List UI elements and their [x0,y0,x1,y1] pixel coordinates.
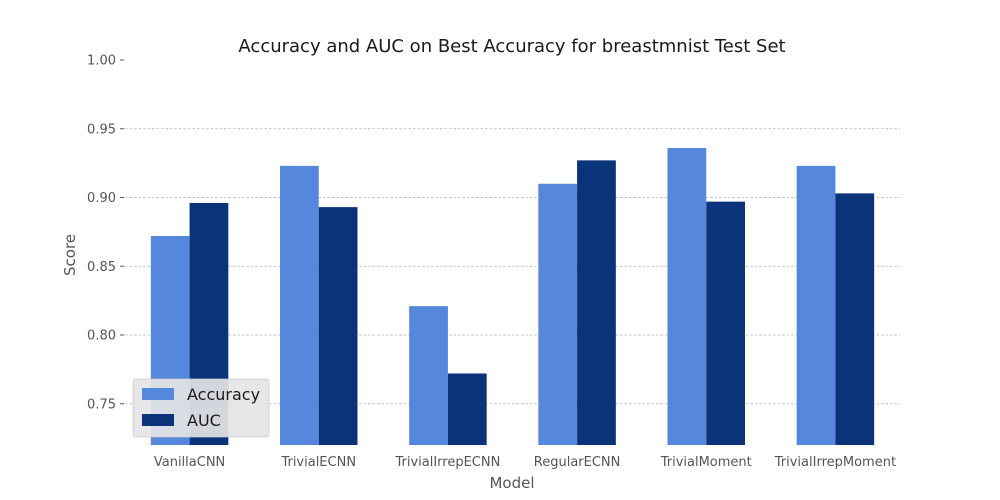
y-tick-label: 0.80 [87,329,116,344]
legend-swatch-auc [142,414,174,426]
y-tick-label: 0.95 [87,122,116,137]
y-tick-label: 0.85 [87,260,116,275]
x-tick-label: TrivialIrrepECNN [394,455,500,470]
bar-accuracy-regularecnn [538,183,578,445]
bar-auc-trivialirrepmoment [835,193,875,445]
y-axis-ticks: 0.75 0.80 0.85 0.90 0.95 1.00 [87,54,124,412]
bar-accuracy-trivialmoment [667,148,707,445]
bar-auc-regularecnn [577,160,616,445]
bar-accuracy-trivialirrepecnn [409,306,448,445]
legend-swatch-accuracy [142,388,174,400]
bar-accuracy-trivialecnn [280,165,319,445]
x-tick-label: TrivialMoment [660,455,752,470]
bar-accuracy-trivialirrepmoment [796,165,836,445]
x-tick-label: RegularECNN [534,455,621,470]
chart-title: Accuracy and AUC on Best Accuracy for br… [238,36,785,57]
legend-label-auc: AUC [187,411,221,430]
x-axis-ticks: VanillaCNN TrivialECNN TrivialIrrepECNN Reg… [154,455,896,470]
y-axis-label: Score [61,234,79,276]
bar-auc-trivialirrepecnn [447,373,487,445]
x-tick-label: VanillaCNN [154,455,225,470]
x-tick-label: TrivialECNN [280,455,356,470]
y-tick-label: 1.00 [87,54,116,69]
bar-auc-trivialmoment [706,201,745,445]
y-tick-label: 0.75 [87,397,116,412]
legend-label-accuracy: Accuracy [187,385,260,404]
y-tick-label: 0.90 [87,191,116,206]
bar-auc-trivialecnn [318,207,358,445]
legend: Accuracy AUC [132,378,270,438]
x-axis-label: Model [489,474,534,492]
x-tick-label: TrivialIrrepMoment [774,455,896,470]
gridlines [125,128,900,405]
